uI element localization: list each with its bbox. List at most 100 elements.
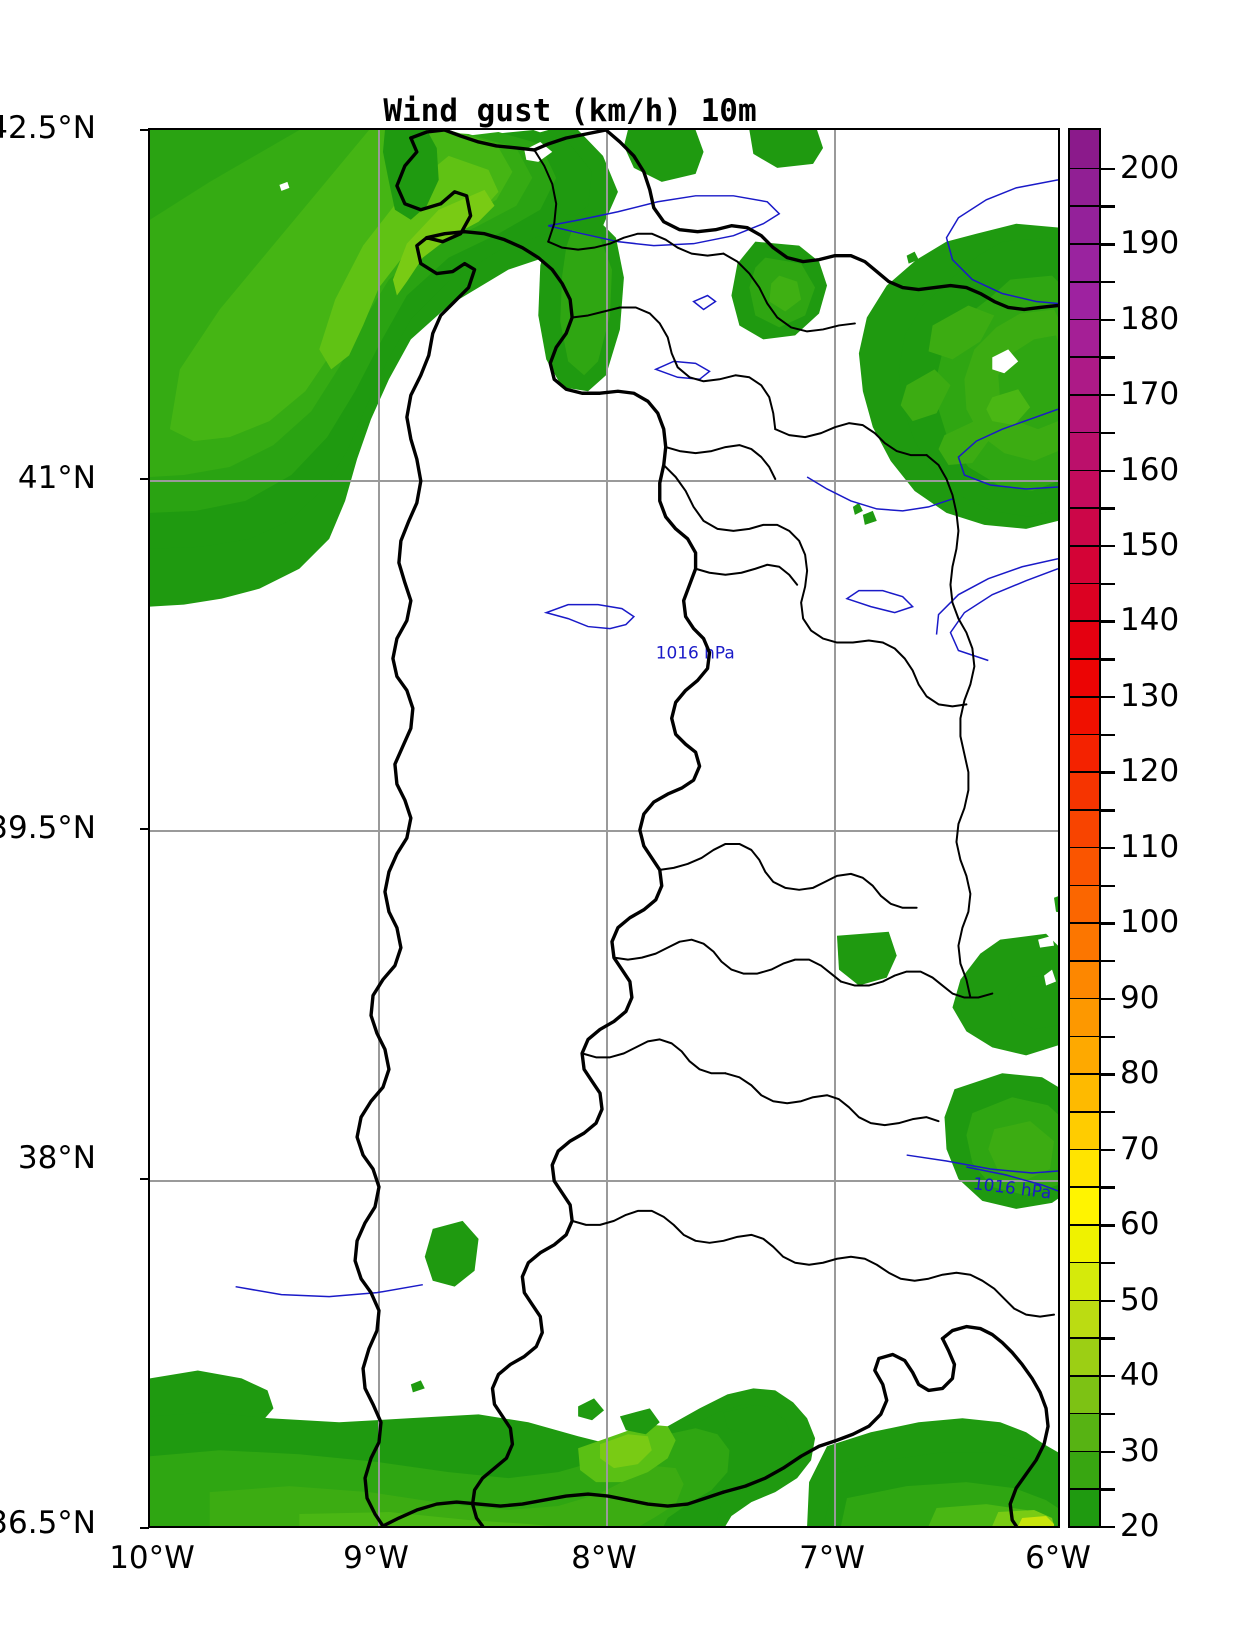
colorbar-band-200 [1070, 130, 1099, 169]
y-axis-tick [140, 828, 149, 830]
colorbar-tick-175 [1101, 356, 1115, 359]
colorbar-tick-100 [1101, 922, 1115, 925]
colorbar-band-175 [1070, 318, 1099, 357]
colorbar-band-25 [1070, 1450, 1099, 1489]
colorbar-separator [1070, 469, 1099, 472]
colorbar-tick-160 [1101, 469, 1115, 472]
colorbar-separator [1070, 960, 1099, 962]
gridline-vertical-8W [606, 130, 608, 1526]
colorbar-separator [1070, 1148, 1099, 1151]
y-tick-label-2: 39.5°N [0, 810, 96, 846]
colorbar-separator [1070, 1224, 1099, 1226]
colorbar-separator [1070, 809, 1099, 811]
colorbar-label-80: 80 [1120, 1055, 1160, 1092]
colorbar-tick-180 [1101, 318, 1115, 322]
colorbar-tick-20 [1101, 1526, 1115, 1529]
colorbar-tick-130 [1101, 695, 1115, 699]
colorbar-separator [1070, 582, 1099, 585]
colorbar-label-160: 160 [1120, 451, 1180, 488]
colorbar-tick-65 [1101, 1186, 1115, 1189]
y-axis-tick [140, 1178, 149, 1180]
colorbar-band-90 [1070, 960, 1099, 999]
colorbar-band-110 [1070, 809, 1099, 848]
isobar-label-1016-hpa-north: 1016 hPa [656, 642, 735, 662]
colorbar-band-50 [1070, 1261, 1099, 1301]
colorbar-separator [1070, 205, 1099, 208]
colorbar-band-80 [1070, 1035, 1099, 1074]
y-tick-label-3: 38°N [17, 1140, 96, 1176]
colorbar-label-70: 70 [1120, 1130, 1160, 1167]
gridline-horizontal-39.5N [150, 830, 1058, 832]
colorbar-band-30 [1070, 1412, 1099, 1452]
colorbar-separator [1070, 1110, 1099, 1113]
colorbar-label-20: 20 [1120, 1508, 1160, 1544]
colorbar-separator [1070, 997, 1099, 1000]
colorbar[interactable] [1068, 128, 1101, 1528]
colorbar-label-140: 140 [1120, 602, 1180, 639]
colorbar-band-195 [1070, 167, 1099, 207]
colorbar-band-75 [1070, 1073, 1099, 1112]
colorbar-separator [1070, 620, 1099, 623]
y-tick-label-4: 36.5°N [0, 1505, 96, 1541]
colorbar-tick-195 [1101, 205, 1115, 208]
x-tick-label-1: 9°W [343, 1540, 409, 1576]
coastline-and-borders-layer [353, 130, 1058, 1526]
colorbar-tick-90 [1101, 997, 1115, 1001]
colorbar-label-40: 40 [1120, 1357, 1160, 1394]
colorbar-label-170: 170 [1120, 376, 1180, 413]
colorbar-band-180 [1070, 280, 1099, 320]
map-plot-area[interactable]: 1016 hPa 1016 hPa [148, 128, 1060, 1528]
colorbar-separator [1070, 507, 1099, 509]
colorbar-tick-30 [1101, 1450, 1115, 1453]
colorbar-label-130: 130 [1120, 677, 1180, 714]
colorbar-separator [1070, 846, 1099, 849]
colorbar-band-60 [1070, 1186, 1099, 1225]
colorbar-band-55 [1070, 1224, 1099, 1263]
colorbar-tick-25 [1101, 1488, 1115, 1491]
colorbar-separator [1070, 1450, 1099, 1453]
colorbar-tick-70 [1101, 1148, 1115, 1152]
colorbar-band-35 [1070, 1375, 1099, 1414]
colorbar-separator [1070, 1375, 1099, 1377]
x-tick-label-3: 7°W [799, 1540, 865, 1576]
colorbar-separator [1070, 318, 1099, 321]
colorbar-tick-105 [1101, 884, 1115, 887]
colorbar-label-90: 90 [1120, 979, 1160, 1016]
colorbar-separator [1070, 394, 1099, 396]
colorbar-label-110: 110 [1120, 828, 1180, 865]
colorbar-band-155 [1070, 469, 1099, 508]
colorbar-tick-95 [1101, 960, 1115, 963]
colorbar-band-95 [1070, 922, 1099, 961]
colorbar-band-65 [1070, 1148, 1099, 1188]
colorbar-label-100: 100 [1120, 904, 1180, 941]
colorbar-tick-45 [1101, 1337, 1115, 1340]
colorbar-band-185 [1070, 243, 1099, 282]
colorbar-tick-135 [1101, 658, 1115, 661]
colorbar-separator [1070, 922, 1099, 924]
colorbar-tick-140 [1101, 620, 1115, 623]
colorbar-tick-185 [1101, 280, 1115, 284]
colorbar-separator [1070, 167, 1099, 170]
colorbar-label-200: 200 [1120, 149, 1180, 186]
colorbar-band-100 [1070, 884, 1099, 923]
colorbar-separator [1070, 280, 1099, 283]
colorbar-separator [1070, 1261, 1099, 1264]
y-axis-tick [140, 478, 149, 480]
colorbar-tick-125 [1101, 733, 1115, 737]
x-tick-label-2: 8°W [571, 1540, 637, 1576]
colorbar-tick-60 [1101, 1224, 1115, 1227]
colorbar-tick-40 [1101, 1375, 1115, 1378]
colorbar-band-135 [1070, 620, 1099, 659]
colorbar-separator [1070, 243, 1099, 245]
colorbar-tick-170 [1101, 394, 1115, 397]
colorbar-separator [1070, 1186, 1099, 1189]
colorbar-band-190 [1070, 205, 1099, 244]
colorbar-tick-55 [1101, 1261, 1115, 1265]
colorbar-tick-80 [1101, 1073, 1115, 1076]
gridline-vertical-9W [378, 130, 380, 1526]
colorbar-band-145 [1070, 545, 1099, 584]
colorbar-band-150 [1070, 507, 1099, 546]
colorbar-separator [1070, 695, 1099, 698]
gridline-horizontal-41N [150, 480, 1058, 482]
colorbar-tick-50 [1101, 1299, 1115, 1302]
